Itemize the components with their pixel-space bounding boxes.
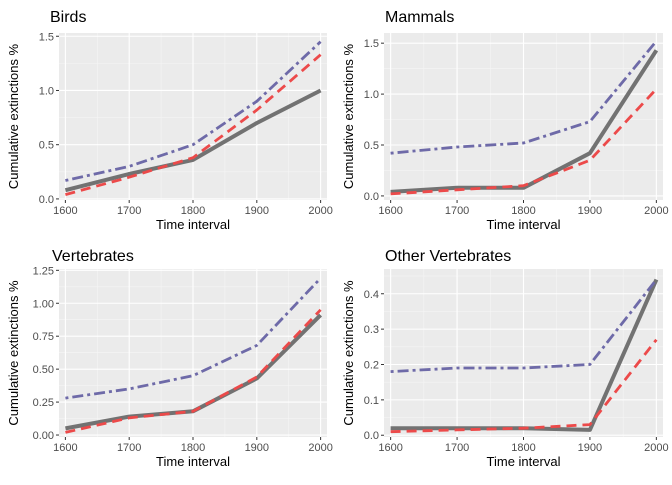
x-tick-label: 1600 <box>378 442 402 454</box>
x-axis-label: Time interval <box>487 454 561 469</box>
x-tick-label: 1700 <box>445 205 469 217</box>
y-tick-label: 1.00 <box>33 298 54 310</box>
panel-title: Birds <box>50 9 86 26</box>
y-tick-label: 0.3 <box>364 324 379 336</box>
y-tick-label: 1.0 <box>39 85 54 97</box>
y-tick-label: 0.0 <box>39 194 54 206</box>
x-tick-label: 1800 <box>181 205 205 217</box>
x-tick-label: 1700 <box>117 205 141 217</box>
x-tick-label: 1600 <box>378 205 402 217</box>
y-tick-label: 0.0 <box>364 430 379 442</box>
x-tick-label: 2000 <box>308 205 332 217</box>
series-line-dashed <box>65 53 322 196</box>
x-axis-label: Time interval <box>487 217 561 232</box>
panel-title: Vertebrates <box>52 248 134 265</box>
y-axis-label: Cumulative extinctions % <box>341 280 356 426</box>
x-tick-label: 1600 <box>53 442 77 454</box>
x-tick-label: 1600 <box>53 205 77 217</box>
y-axis-label: Cumulative extinctions % <box>6 280 21 426</box>
y-tick-label: 0.5 <box>39 140 54 152</box>
x-tick-label: 1900 <box>578 205 602 217</box>
y-tick-label: 0.5 <box>364 140 379 152</box>
y-axis-label: Cumulative extinctions % <box>341 43 356 189</box>
series-line-dashed <box>390 338 658 434</box>
chart-panel-3: 1600 1700 1800 1900 2000 0.0 0.1 0.2 0.3 0.4 Other… <box>341 248 669 469</box>
y-tick-label: 0.0 <box>364 191 379 203</box>
panel-title: Other Vertebrates <box>385 248 511 265</box>
y-tick-label: 1.0 <box>364 89 379 101</box>
y-tick-label: 0.75 <box>33 331 54 343</box>
x-tick-label: 2000 <box>644 442 668 454</box>
x-tick-label: 1800 <box>511 205 535 217</box>
x-axis-label: Time interval <box>156 454 230 469</box>
x-tick-label: 1700 <box>445 442 469 454</box>
y-tick-label: 1.5 <box>364 38 379 50</box>
panel-title: Mammals <box>385 9 454 26</box>
x-tick-label: 1700 <box>117 442 141 454</box>
chart-panel-1: 1600 1700 1800 1900 2000 0.0 0.5 1.0 1.5 Mammals T… <box>341 9 669 232</box>
y-tick-label: 0.50 <box>33 364 54 376</box>
series-line-dotdash <box>390 40 658 155</box>
y-tick-label: 1.25 <box>33 265 54 277</box>
y-tick-label: 1.5 <box>39 31 54 43</box>
y-tick-label: 0.4 <box>364 289 379 301</box>
series-line-dotdash <box>390 278 658 373</box>
series-line-dashed <box>390 88 658 196</box>
x-tick-label: 1800 <box>181 442 205 454</box>
series-line-dotdash <box>65 40 322 182</box>
series-line-solid <box>64 88 322 193</box>
x-tick-label: 1900 <box>245 442 269 454</box>
x-tick-label: 2000 <box>308 442 332 454</box>
chart-panel-2: 1600 1700 1800 1900 2000 0.00 0.25 0.50 0.75 1.00… <box>6 248 333 469</box>
series-line-dashed <box>65 308 322 434</box>
series-line-dotdash <box>65 277 322 400</box>
y-axis-label: Cumulative extinctions % <box>6 43 21 189</box>
x-tick-label: 1900 <box>245 205 269 217</box>
chart-panel-0: 1600 1700 1800 1900 2000 0.0 0.5 1.0 1.5 Birds Tim… <box>6 9 333 232</box>
y-tick-label: 0.1 <box>364 395 379 407</box>
x-tick-label: 1900 <box>578 442 602 454</box>
x-tick-label: 2000 <box>644 205 668 217</box>
x-axis-label: Time interval <box>156 217 230 232</box>
y-tick-label: 0.25 <box>33 397 54 409</box>
series-line-solid <box>390 49 659 194</box>
x-tick-label: 1800 <box>511 442 535 454</box>
y-tick-label: 0.2 <box>364 359 379 371</box>
y-tick-label: 0.00 <box>33 430 54 442</box>
